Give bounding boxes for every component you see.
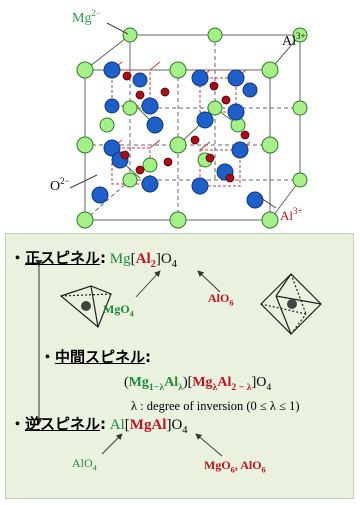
o-atoms (91, 61, 264, 209)
normal-formula: Mg[Al2]O4 (109, 251, 177, 270)
tetrahedron-center-atom (81, 301, 91, 311)
arrow-alo4-inverse (101, 433, 123, 455)
mg-label: Mg2− (72, 8, 101, 26)
normal-colon: : (100, 249, 107, 267)
al-atoms (120, 71, 250, 183)
inverse-bullet: ・ (10, 415, 26, 433)
o-label: O2− (50, 176, 70, 194)
normal-site-b-label: AlO6 (208, 291, 234, 308)
al-label-lower: Al3+ (280, 206, 303, 223)
mg-leader-line (106, 22, 129, 35)
octahedron-icon (260, 273, 322, 335)
intermediate-spinel-title: 中間スピネル (55, 348, 146, 366)
intermediate-formula: (Mg1−λAlλ)[MgλAl2 − λ]O4 (124, 375, 272, 393)
normal-spinel-title: 正スピネル (25, 249, 101, 267)
inversion-note: λ : degree of inversion (0 ≤ λ ≤ 1) (131, 399, 300, 413)
inverse-site-b-label: MgO6, AlO6 (204, 458, 266, 475)
arrow-mgo6-inverse (195, 433, 223, 457)
mg-atoms (76, 27, 308, 229)
inverse-site-a-label: AlO4 (72, 456, 97, 473)
al-label: Al3+ (282, 31, 306, 49)
arrow-mgo4-normal (135, 270, 161, 298)
inverse-formula: Al[MgAl]O4 (109, 417, 188, 436)
tetrahedron-icon (59, 285, 112, 328)
al-leader-line (257, 195, 277, 209)
intermediate-bullet: ・ (40, 348, 56, 366)
inverse-spinel-line: ・逆スピネル: Al[MgAl]O4 (10, 413, 188, 436)
inverse-colon: : (100, 415, 107, 433)
inverse-spinel-title: 逆スピネル (25, 415, 101, 433)
normal-spinel-line: ・正スピネル: Mg[Al2]O4 (10, 247, 177, 270)
normal-site-a-label: MgO4 (103, 302, 134, 319)
intermediate-spinel-title-line: ・中間スピネル: (40, 346, 151, 367)
o-leader-line (69, 174, 98, 189)
spinel-crystal-structure: Mg2− Al3+ O2− Al3+ (50, 8, 308, 229)
normal-bullet: ・ (10, 249, 26, 267)
arrow-alo6-normal (197, 270, 221, 293)
octahedron-center-atom (287, 299, 297, 309)
panel-diagrams (35, 260, 322, 457)
intermediate-colon: : (145, 348, 152, 366)
spinel-types-panel: ・正スピネル: Mg[Al2]O4 MgO4 AlO6 ・中間スピネル: (Mg… (5, 233, 354, 499)
